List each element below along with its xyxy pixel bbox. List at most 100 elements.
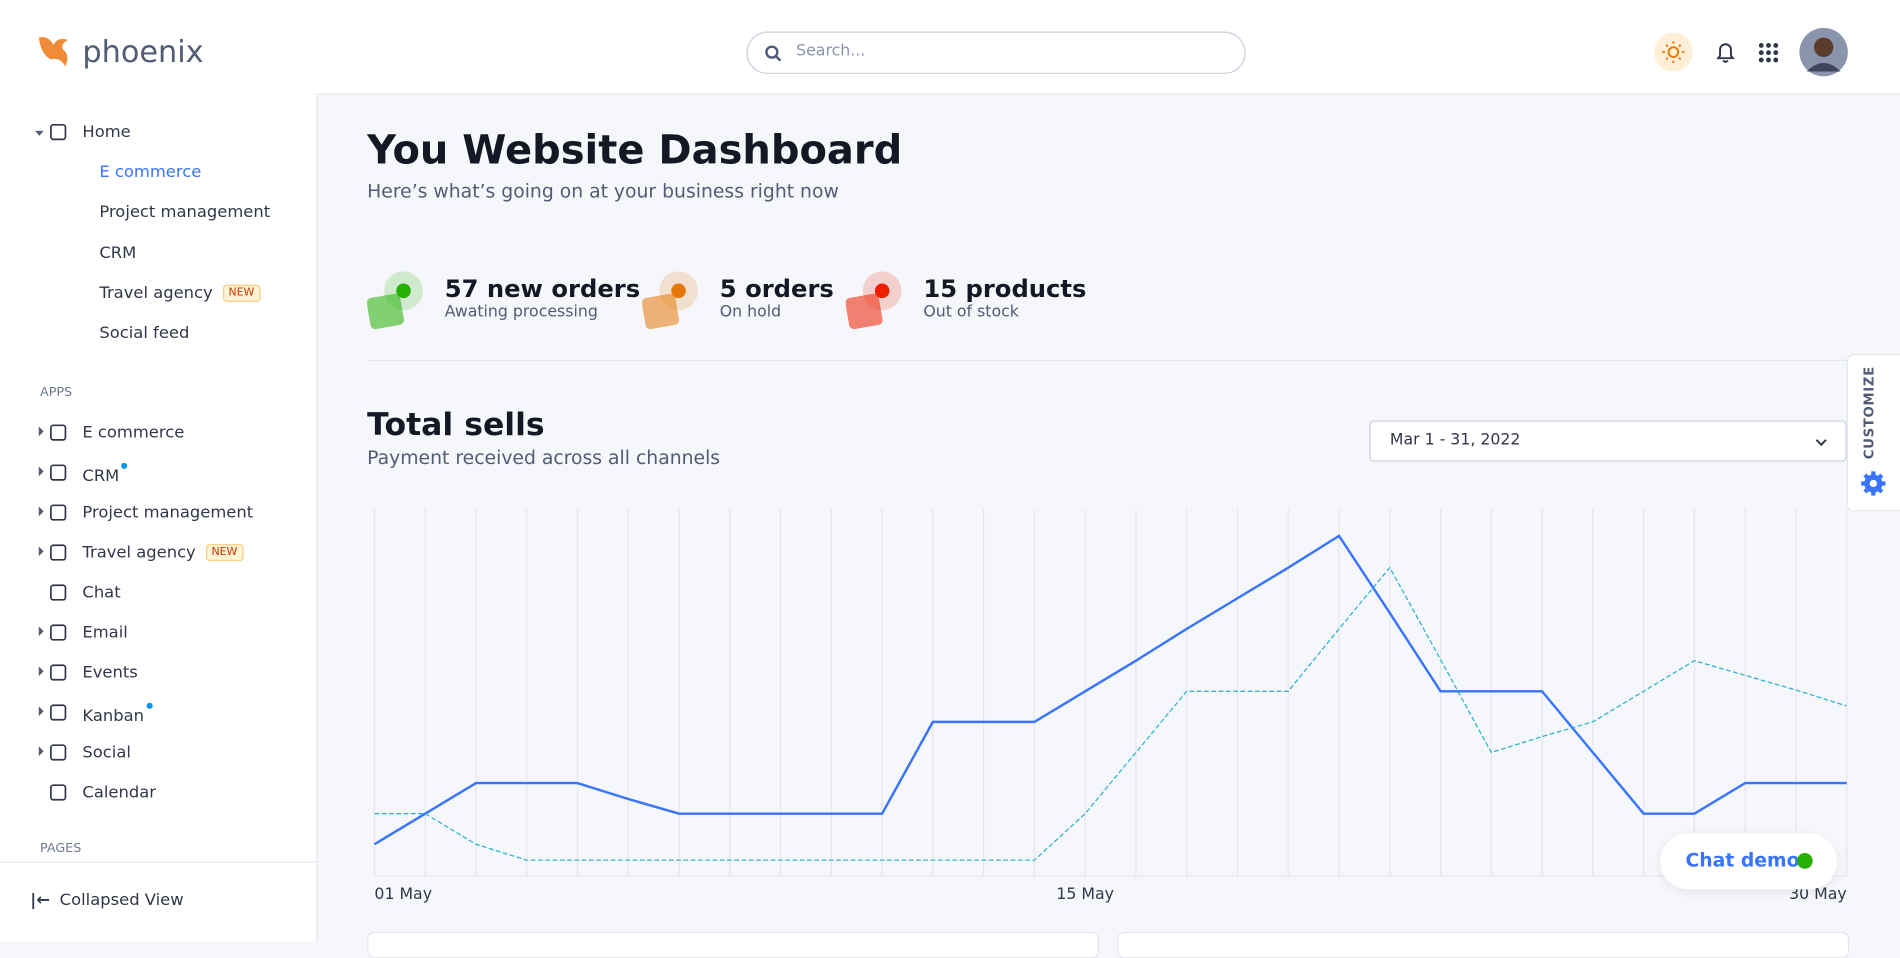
nav-item[interactable]: Social	[82, 743, 131, 762]
nav-item[interactable]: Calendar	[82, 783, 156, 802]
chat-label: Chat demo	[1685, 849, 1800, 872]
caret	[38, 626, 44, 637]
caret	[35, 130, 44, 136]
nav-label: Project management	[82, 502, 254, 523]
section-label: APPS	[39, 385, 73, 400]
gear-icon	[1861, 471, 1886, 496]
caret-shape	[35, 130, 44, 136]
theme-toggle[interactable]	[1654, 32, 1693, 72]
caret	[38, 706, 44, 717]
nav-label: Travel agency	[82, 542, 196, 563]
caret	[38, 466, 44, 477]
nav-subitem[interactable]: Travel agency NEW	[99, 283, 261, 303]
nav-subitem[interactable]: E commerce	[99, 162, 201, 181]
section-subtitle: Payment received across all channels	[367, 447, 721, 469]
nav-label: Social feed	[99, 323, 190, 344]
x-tick-label: 15 May	[1056, 884, 1114, 903]
x-tick-label: 01 May	[374, 884, 432, 903]
customize-label: CUSTOMIZE	[1861, 366, 1877, 460]
page-subtitle: Here’s what’s going on at your business …	[367, 180, 839, 203]
collapse-button[interactable]: |← Collapsed View	[30, 891, 183, 910]
bell-icon[interactable]	[1713, 40, 1737, 64]
card	[1117, 931, 1850, 958]
icon-back	[845, 293, 883, 330]
line-series	[374, 566, 1847, 861]
stat-caption: On hold	[719, 302, 782, 322]
nav-label: Chat	[82, 582, 121, 603]
nav-label: E commerce	[82, 422, 185, 443]
caret-shape	[38, 626, 44, 637]
page-title: You Website Dashboard	[367, 126, 903, 174]
date-range: Mar 1 - 31, 2022	[1389, 431, 1521, 450]
nav-icon	[50, 424, 67, 441]
icon-shape	[50, 744, 67, 761]
stat-value: 5 orders	[719, 273, 834, 303]
nav-subitem[interactable]: Project management	[99, 203, 270, 222]
nav-item[interactable]: Chat	[82, 583, 120, 602]
notification-dot	[146, 702, 153, 709]
nav-label: Kanban	[82, 706, 145, 726]
line-series	[373, 534, 1847, 846]
nav-icon	[50, 584, 67, 601]
nav-subitem[interactable]: Social feed	[99, 324, 189, 343]
icon-back	[642, 293, 680, 330]
nav-item[interactable]: Events	[82, 663, 137, 682]
sidebar: Home E commerce Project management CRM Trave…	[0, 93, 318, 942]
nav-icon	[50, 624, 67, 641]
nav-item[interactable]: E commerce	[82, 423, 184, 442]
date-select[interactable]: Mar 1 - 31, 2022	[1369, 420, 1847, 462]
caret-shape	[38, 546, 44, 557]
nav-label: Travel agency	[99, 283, 213, 303]
nav-item[interactable]: Travel agency NEW	[82, 542, 244, 563]
icon-center	[396, 283, 411, 299]
nav-item[interactable]: Email	[82, 623, 127, 642]
nav-icon	[50, 664, 67, 681]
nav-label: Calendar	[82, 782, 156, 803]
divider	[0, 861, 317, 863]
caret-shape	[38, 426, 44, 437]
search-box[interactable]: Search...	[746, 31, 1246, 74]
nav-subitem[interactable]: CRM	[99, 243, 136, 262]
icon-shape	[50, 584, 67, 601]
icon-shape	[50, 664, 67, 681]
icon-back	[367, 293, 405, 330]
caret-shape	[38, 506, 44, 517]
nav-label: E commerce	[99, 162, 202, 182]
icon-shape	[50, 704, 67, 721]
caret	[38, 546, 44, 557]
caret-shape	[38, 466, 44, 477]
nav-icon	[50, 123, 67, 141]
chat-button[interactable]: Chat demo	[1660, 833, 1837, 890]
search-placeholder: Search...	[796, 42, 866, 61]
notification-dot	[121, 462, 128, 469]
stat-caption: Out of stock	[923, 302, 1019, 322]
stat-caption: Awating processing	[444, 302, 598, 322]
stat-icon	[367, 271, 423, 330]
nav-item[interactable]: CRM	[82, 462, 128, 486]
caret-shape	[38, 706, 44, 717]
caret-shape	[38, 746, 44, 757]
nav-label: Email	[82, 622, 128, 643]
nav-item[interactable]: Project management	[82, 503, 253, 522]
chevron	[1815, 439, 1827, 447]
apps-icon[interactable]	[1758, 42, 1779, 63]
nav-icon	[50, 544, 67, 561]
nav-icon	[50, 464, 67, 481]
stat-value: 15 products	[923, 273, 1087, 303]
card	[367, 931, 1100, 958]
badge: NEW	[222, 284, 261, 302]
header: phoenix Search...	[0, 0, 1900, 95]
nav-label: Project management	[99, 202, 271, 223]
avatar[interactable]	[1799, 27, 1848, 77]
customize-tab[interactable]: CUSTOMIZE	[1846, 353, 1900, 512]
caret	[38, 746, 44, 757]
nav-icon	[50, 784, 67, 801]
nav-item[interactable]: Home	[48, 122, 130, 141]
logo-text[interactable]: phoenix	[82, 33, 204, 70]
nav-icon	[50, 704, 67, 721]
divider	[367, 359, 1848, 362]
nav-item[interactable]: Kanban	[82, 702, 153, 726]
nav-label: CRM	[82, 466, 120, 486]
